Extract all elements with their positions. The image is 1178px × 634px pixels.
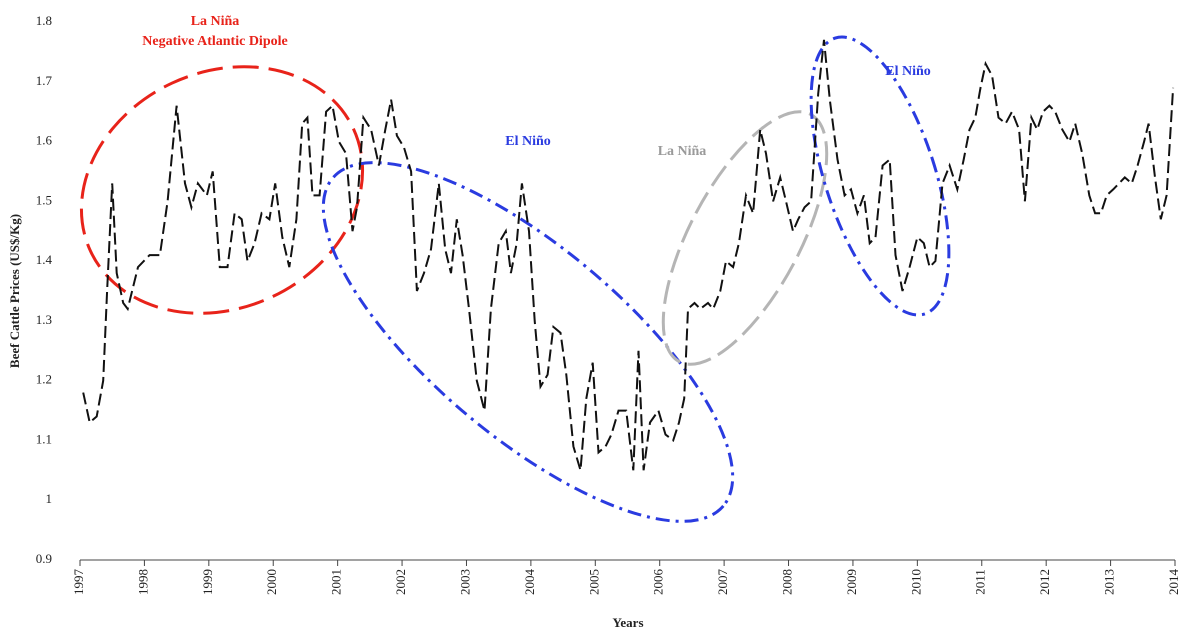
x-tick-label: 2008 <box>780 569 795 595</box>
price-line <box>82 39 1175 471</box>
y-tick-label: 1.7 <box>36 73 53 88</box>
y-tick-label: 1.6 <box>36 133 53 148</box>
x-tick-label: 2009 <box>844 569 859 595</box>
annotation: El Niño <box>885 64 931 79</box>
el-nino-ellipse-2 <box>809 35 951 317</box>
x-tick-label: 2000 <box>264 569 279 595</box>
y-axis-title: Beef Cattle Prices (US$/Kg) <box>7 214 22 368</box>
y-tick-label: 1.5 <box>36 192 52 207</box>
x-tick-label: 2011 <box>973 569 988 595</box>
annotation: La Niña <box>191 14 240 29</box>
el-nino-ellipse <box>321 161 735 523</box>
y-tick-label: 0.9 <box>36 551 52 566</box>
annotation: El Niño <box>505 134 551 149</box>
x-tick-label: 2006 <box>651 569 666 596</box>
x-tick-label: 2012 <box>1037 569 1052 595</box>
x-tick-label: 1999 <box>200 569 215 595</box>
y-tick-label: 1.8 <box>36 13 52 28</box>
x-tick-label: 1997 <box>71 569 86 596</box>
y-tick-label: 1 <box>46 491 53 506</box>
la-nina-ellipse <box>79 65 365 315</box>
x-tick-label: 2013 <box>1102 569 1117 595</box>
y-tick-label: 1.3 <box>36 312 52 327</box>
x-tick-label: 2001 <box>329 569 344 595</box>
y-tick-label: 1.2 <box>36 372 52 387</box>
x-tick-label: 2002 <box>393 569 408 595</box>
x-tick-label: 1998 <box>135 569 150 595</box>
x-tick-label: 2003 <box>457 569 472 595</box>
annotation: La Niña <box>658 144 707 159</box>
annotation: Negative Atlantic Dipole <box>142 34 287 49</box>
x-tick-label: 2004 <box>522 569 537 596</box>
x-tick-label: 2010 <box>908 569 923 595</box>
x-tick-label: 2007 <box>715 569 730 596</box>
y-tick-label: 1.1 <box>36 431 52 446</box>
x-tick-label: 2014 <box>1166 569 1178 596</box>
x-axis-title: Years <box>612 615 643 630</box>
x-tick-label: 2005 <box>586 569 601 595</box>
y-tick-label: 1.4 <box>36 252 53 267</box>
la-nina-ellipse-2 <box>661 110 829 366</box>
